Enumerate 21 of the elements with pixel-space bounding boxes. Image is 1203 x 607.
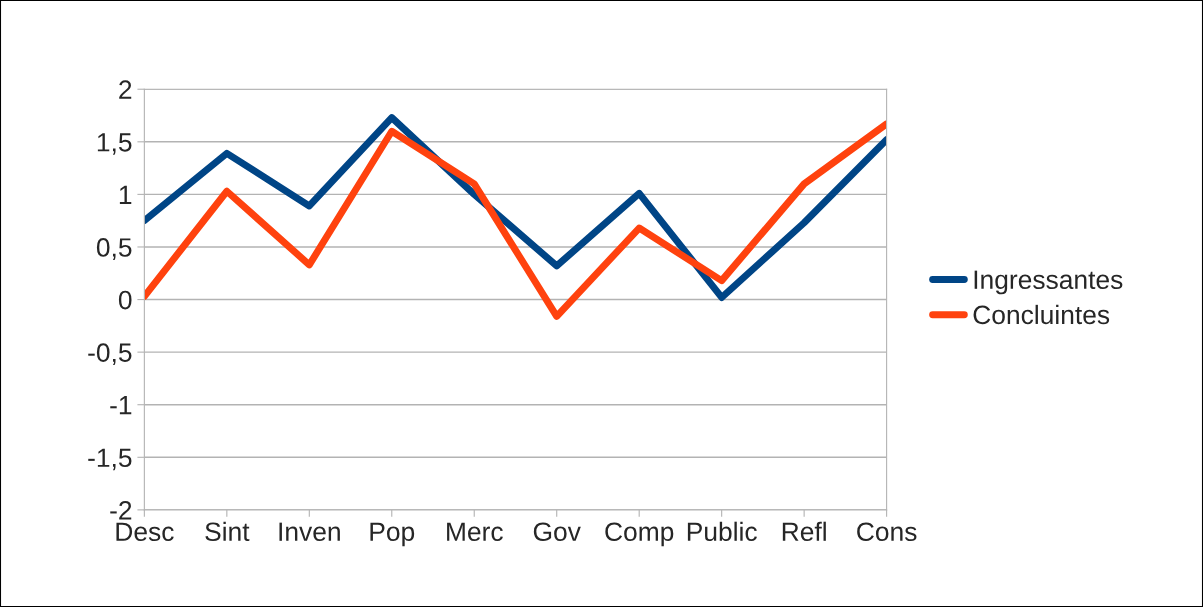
x-tick-label: Cons bbox=[857, 522, 917, 542]
x-tick-label: Refl bbox=[782, 521, 826, 542]
y-tick-label: -1,5 bbox=[88, 448, 132, 471]
y-tick-label: 1 bbox=[119, 185, 132, 204]
y-tick-label: -0,5 bbox=[88, 343, 132, 366]
x-tick-label: Sint bbox=[205, 521, 250, 542]
x-tick-label: Gov bbox=[533, 522, 581, 542]
y-tick-label: 1,5 bbox=[97, 133, 132, 155]
y-tick-label: 2 bbox=[119, 80, 132, 99]
x-tick-label: Pop bbox=[370, 522, 415, 547]
x-tick-label: Comp bbox=[605, 522, 674, 547]
legend-label: Ingressantes bbox=[974, 270, 1123, 295]
y-tick-label: -1 bbox=[110, 396, 132, 415]
legend-label: Concluintes bbox=[973, 304, 1110, 325]
y-tick-label: 0 bbox=[118, 290, 132, 310]
y-tick-label: -2 bbox=[110, 501, 132, 520]
y-tick-label: 0,5 bbox=[96, 238, 132, 260]
x-tick-label: Public bbox=[687, 521, 757, 542]
x-tick-label: Merc bbox=[447, 522, 503, 542]
x-tick-label: Inven bbox=[279, 522, 340, 542]
x-tick-label: Desc bbox=[116, 522, 174, 542]
